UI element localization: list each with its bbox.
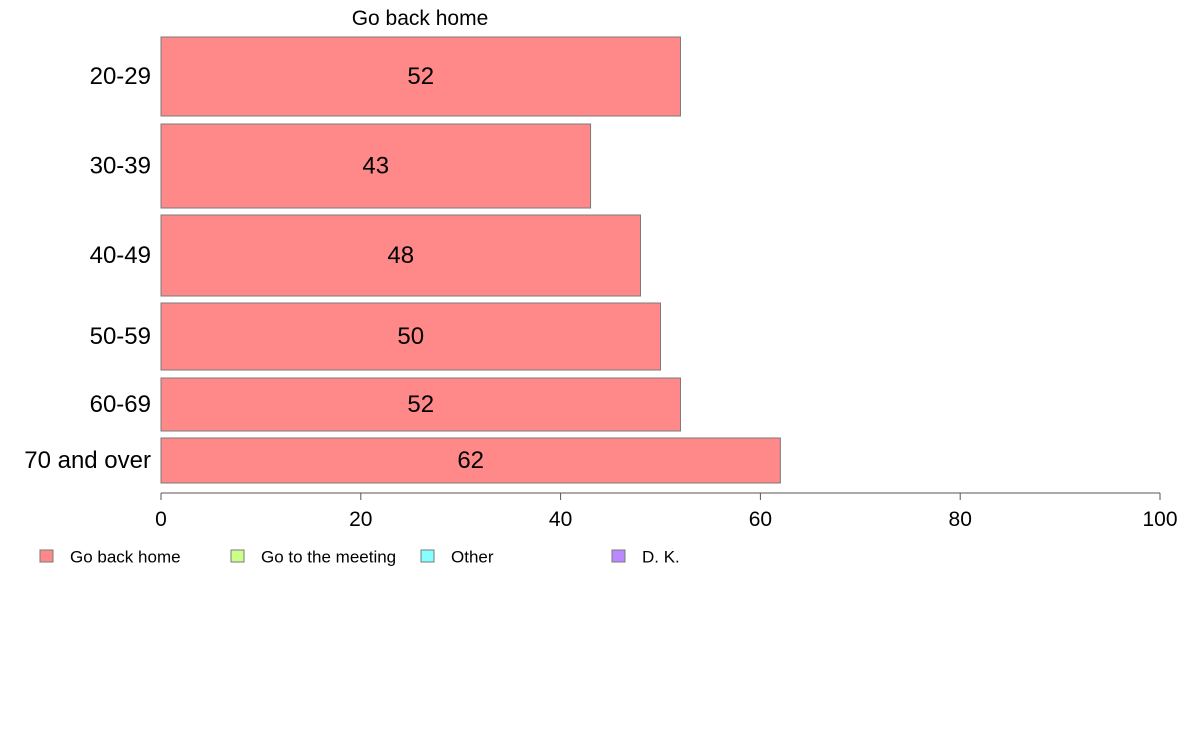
x-tick-label: 20 <box>349 508 372 531</box>
x-tick-label: 0 <box>155 508 167 531</box>
bars-group: 52 43 48 50 52 62 <box>160 36 781 484</box>
x-axis: 0 20 40 60 80 100 <box>155 492 1178 531</box>
category-label: 40-49 <box>90 242 151 269</box>
bar-value-label: 52 <box>407 391 434 418</box>
category-label: 70 and over <box>24 447 151 474</box>
category-labels: 20-29 30-39 40-49 50-59 60-69 70 and over <box>24 63 151 474</box>
bar-20-29-series-0 <box>160 36 681 117</box>
bar-30-39-series-0 <box>160 123 592 209</box>
bar-70-and-over-series-0 <box>160 437 781 484</box>
bar-value-label: 50 <box>397 323 424 350</box>
legend-swatch <box>611 549 626 563</box>
legend-swatch <box>230 549 245 563</box>
bar-value-label: 62 <box>457 447 484 474</box>
bar-value-label: 43 <box>362 153 389 180</box>
x-tick-label: 100 <box>1142 508 1177 531</box>
legend: Go back home Go to the meeting Other D. K. <box>39 548 680 567</box>
bar-60-69-series-0 <box>160 377 681 432</box>
bar-value-label: 48 <box>387 242 414 269</box>
category-label: 50-59 <box>90 323 151 350</box>
legend-label: Go to the meeting <box>261 548 396 567</box>
chart-title: Go back home <box>352 7 489 30</box>
category-label: 20-29 <box>90 63 151 90</box>
bar-value-label: 52 <box>407 63 434 90</box>
x-tick-label: 40 <box>549 508 572 531</box>
legend-label: Other <box>451 548 494 567</box>
legend-swatch <box>39 549 54 563</box>
bar-40-49-series-0 <box>160 214 642 297</box>
legend-label: D. K. <box>642 548 680 567</box>
legend-label: Go back home <box>70 548 181 567</box>
legend-swatch <box>420 549 435 563</box>
x-tick-label: 80 <box>949 508 972 531</box>
category-label: 30-39 <box>90 153 151 180</box>
category-label: 60-69 <box>90 391 151 418</box>
x-tick-label: 60 <box>749 508 772 531</box>
bar-50-59-series-0 <box>160 302 661 371</box>
